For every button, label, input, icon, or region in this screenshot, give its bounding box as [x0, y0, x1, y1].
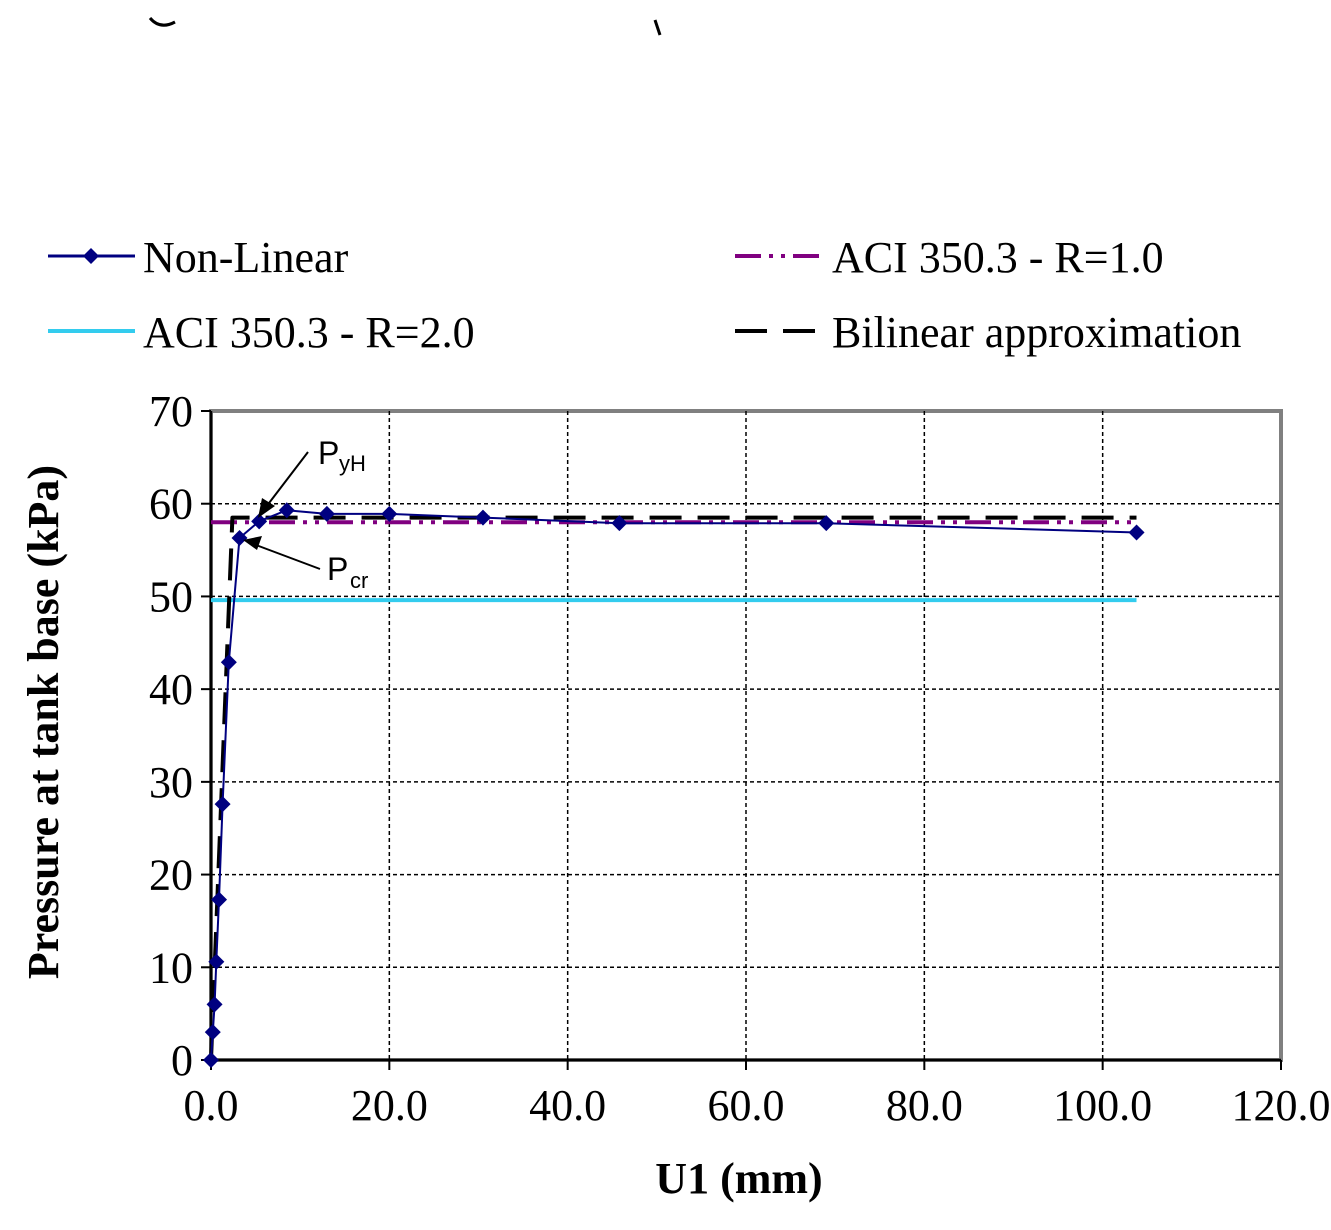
annotation-pcr-sub: cr: [350, 568, 368, 593]
y-tick-label: 30: [149, 758, 193, 807]
legend-item-non-linear: Non-Linear: [48, 233, 349, 282]
legend: Non-Linear ACI 350.3 - R=1.0 ACI 350.3 -…: [48, 233, 1241, 357]
legend-label-non-linear: Non-Linear: [143, 233, 349, 282]
annotation-pyh-main: P: [318, 435, 339, 471]
data-point: [231, 530, 248, 547]
data-point: [204, 1024, 221, 1041]
data-point: [1128, 524, 1145, 541]
legend-label-bilinear: Bilinear approximation: [832, 308, 1241, 357]
legend-item-aci-r2: ACI 350.3 - R=2.0: [48, 308, 475, 357]
series-line-0: [210, 509, 1137, 1061]
y-tick-label: 40: [149, 665, 193, 714]
data-point: [214, 796, 231, 813]
axes: 0 10 20 30 40 50 60 70 0.0 20.0 40.0 60.0 80.0 100.0 1…: [149, 387, 1331, 1130]
y-tick-label: 60: [149, 480, 193, 529]
data-point: [220, 654, 237, 671]
data-point: [206, 996, 223, 1013]
data-point: [474, 509, 491, 526]
data-point: [203, 1052, 219, 1068]
x-tick-label: 100.0: [1053, 1081, 1152, 1130]
x-tick-label: 40.0: [529, 1081, 606, 1130]
annotation-pyh: P yH: [258, 435, 366, 518]
x-tick-label: 60.0: [708, 1081, 785, 1130]
x-tick-label: 20.0: [351, 1081, 428, 1130]
series-line-3: [209, 515, 1137, 1061]
y-axis-title: Pressure at tank base (kPa): [19, 465, 68, 979]
x-tick-label: 0.0: [184, 1081, 239, 1130]
data-point: [818, 515, 835, 532]
x-axis-title: U1 (mm): [655, 1154, 822, 1203]
data-point: [381, 505, 398, 522]
annotation-pcr-main: P: [327, 551, 348, 587]
legend-item-aci-r1: ACI 350.3 - R=1.0: [735, 233, 1164, 282]
data-point: [611, 515, 628, 532]
y-tick-label: 20: [149, 851, 193, 900]
y-tick-label: 0: [171, 1036, 193, 1085]
data-point: [278, 502, 295, 519]
legend-label-aci-r2: ACI 350.3 - R=2.0: [143, 308, 475, 357]
y-tick-label: 50: [149, 572, 193, 621]
legend-label-aci-r1: ACI 350.3 - R=1.0: [832, 233, 1164, 282]
data-point: [208, 953, 225, 970]
x-tick-label: 80.0: [886, 1081, 963, 1130]
y-tick-label: 10: [149, 943, 193, 992]
annotation-pcr: P cr: [243, 536, 368, 593]
data-point: [251, 513, 268, 530]
series: [203, 502, 1145, 1068]
x-tick-label: 120.0: [1232, 1081, 1331, 1130]
legend-item-bilinear: Bilinear approximation: [735, 308, 1241, 357]
data-point: [211, 891, 228, 908]
y-tick-label: 70: [149, 387, 193, 436]
header-fragment: [148, 16, 662, 36]
data-point: [318, 505, 335, 522]
annotation-pyh-sub: yH: [339, 451, 366, 476]
